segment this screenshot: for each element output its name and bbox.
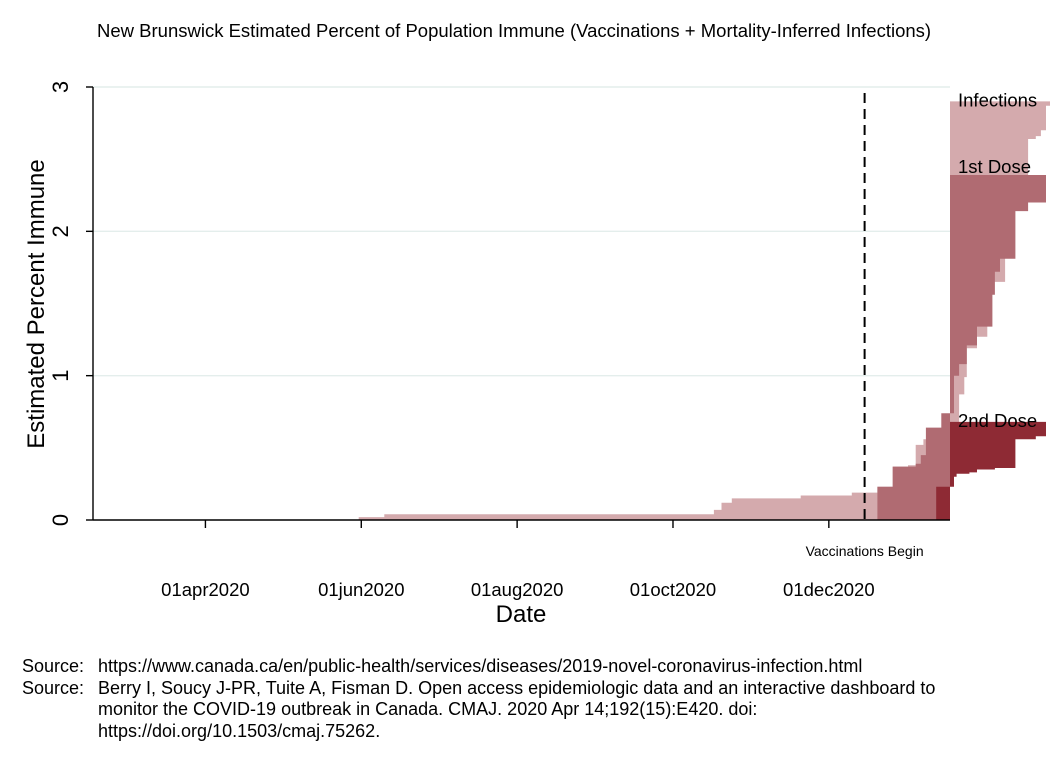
y-tick-label: 3 (48, 81, 73, 93)
source-label: Source: (22, 677, 85, 698)
source-notes: Source: https://www.canada.ca/en/public-… (22, 656, 978, 742)
immunity-chart: 0 1 2 3 01apr2020 01jun2020 01aug2020 01oct2020… (23, 81, 1050, 628)
series-area-1st-dose (867, 175, 1046, 520)
y-tick-label: 2 (48, 225, 73, 237)
chart-title: New Brunswick Estimated Percent of Popul… (97, 20, 932, 41)
source-line-1: Source: https://www.canada.ca/en/public-… (22, 656, 978, 678)
x-tick-label: 01oct2020 (630, 579, 716, 600)
x-tick-label: 01dec2020 (783, 579, 875, 600)
x-tick-label: 01jun2020 (318, 579, 404, 600)
source-text-2: Berry I, Soucy J-PR, Tuite A, Fisman D. … (98, 677, 936, 741)
source-text-1: https://www.canada.ca/en/public-health/s… (98, 656, 863, 676)
y-axis-title: Estimated Percent Immune (23, 159, 50, 448)
series-area-2nd-dose (933, 421, 1046, 520)
x-axis-title: Date (496, 601, 547, 628)
source-line-2: Source: Berry I, Soucy J-PR, Tuite A, Fi… (22, 678, 978, 743)
series-area-infections (126, 101, 1050, 520)
y-tick-label: 1 (48, 370, 73, 382)
vaccinations-begin-label: Vaccinations Begin (806, 543, 924, 559)
source-label: Source: (22, 656, 85, 676)
series-label: 2nd Dose (958, 410, 1037, 431)
x-tick-label: 01apr2020 (161, 579, 249, 600)
series-label: Infections (958, 89, 1037, 110)
y-tick-label: 0 (48, 514, 73, 526)
x-tick-label: 01aug2020 (471, 579, 564, 600)
series-label: 1st Dose (958, 156, 1031, 177)
